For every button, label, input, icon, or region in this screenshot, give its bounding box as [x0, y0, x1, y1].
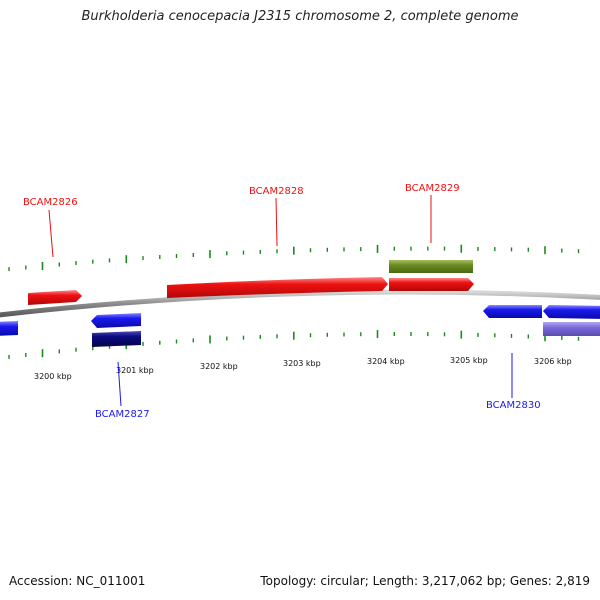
gene-bcam2827-dark[interactable]: [92, 331, 141, 347]
gene-right-edge[interactable]: [543, 305, 600, 319]
kbp-label-3203: 3203 kbp: [283, 359, 321, 368]
feature-olive[interactable]: [389, 260, 473, 273]
kbp-label-3206: 3206 kbp: [534, 357, 572, 366]
gene-bcam2830[interactable]: [483, 305, 542, 318]
label-bcam2828: BCAM2828: [249, 186, 304, 197]
map-title: Burkholderia cenocepacia J2315 chromosom…: [81, 9, 519, 24]
tick-row-bottom: [8, 330, 580, 359]
gene-bcam2826[interactable]: [28, 290, 82, 305]
gene-bcam2827[interactable]: [91, 313, 141, 328]
leader-bcam2826: [48, 209, 54, 258]
gene-bcam2829[interactable]: [389, 278, 474, 291]
kbp-label-3200: 3200 kbp: [34, 372, 72, 381]
leader-bcam2827: [117, 361, 122, 407]
leader-bcam2828: [275, 197, 278, 247]
feature-lavender[interactable]: [543, 322, 600, 336]
kbp-label-3202: 3202 kbp: [200, 362, 238, 371]
accession-text: Accession: NC_011001: [9, 574, 146, 588]
label-bcam2830: BCAM2830: [486, 400, 541, 411]
gene-bcam2828[interactable]: [167, 277, 388, 298]
gene-left-edge[interactable]: [0, 321, 18, 336]
kbp-label-3205: 3205 kbp: [450, 356, 488, 365]
chromosome-backbone: [0, 289, 600, 318]
tick-row-top: [8, 244, 580, 272]
kbp-label-3201: 3201 kbp: [116, 366, 154, 375]
label-bcam2829: BCAM2829: [405, 183, 460, 194]
label-bcam2827: BCAM2827: [95, 409, 150, 420]
kbp-label-3204: 3204 kbp: [367, 357, 405, 366]
label-bcam2826: BCAM2826: [23, 197, 78, 208]
topology-summary: Topology: circular; Length: 3,217,062 bp…: [260, 574, 590, 588]
